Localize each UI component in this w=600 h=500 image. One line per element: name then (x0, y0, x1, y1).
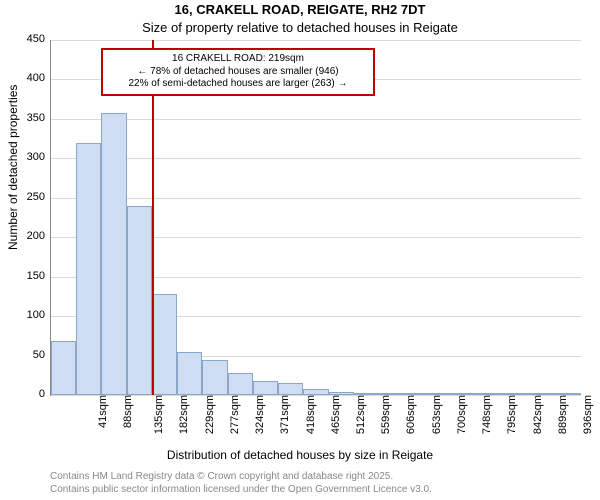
histogram-bar (202, 360, 227, 396)
x-tick-label: 748sqm (477, 395, 493, 434)
histogram-bar (51, 341, 76, 395)
annotation-line: 16 CRAKELL ROAD: 219sqm (109, 53, 367, 66)
histogram-bar (101, 113, 126, 395)
x-tick-label: 653sqm (427, 395, 443, 434)
histogram-bar (177, 352, 202, 395)
x-axis-label: Distribution of detached houses by size … (0, 448, 600, 462)
histogram-bar (455, 393, 480, 395)
attribution-line: Contains HM Land Registry data © Crown c… (50, 471, 590, 484)
histogram-bar (303, 389, 328, 395)
histogram-bar (379, 393, 404, 395)
histogram-bar (253, 381, 278, 395)
x-tick-label: 700sqm (452, 395, 468, 434)
x-tick-label: 465sqm (326, 395, 342, 434)
y-tick-label: 150 (27, 270, 51, 282)
x-tick-label: 559sqm (376, 395, 392, 434)
annotation-line: 22% of semi-detached houses are larger (… (109, 78, 367, 91)
gridline-horizontal (51, 40, 581, 41)
y-tick-label: 50 (33, 349, 51, 361)
y-tick-label: 450 (27, 33, 51, 45)
histogram-bar (531, 393, 556, 395)
x-tick-label: 936sqm (578, 395, 594, 434)
x-tick-label: 229sqm (200, 395, 216, 434)
histogram-bar (480, 393, 505, 395)
y-tick-label: 350 (27, 112, 51, 124)
y-tick-label: 250 (27, 191, 51, 203)
y-tick-label: 0 (39, 388, 51, 400)
histogram-bar (228, 373, 253, 395)
x-tick-label: 324sqm (250, 395, 266, 434)
gridline-horizontal (51, 119, 581, 120)
x-tick-label: 41sqm (93, 395, 109, 428)
y-tick-label: 400 (27, 72, 51, 84)
x-tick-label: 135sqm (149, 395, 165, 434)
histogram-bar (556, 393, 581, 395)
histogram-bar (505, 393, 530, 395)
histogram-bar (404, 393, 429, 395)
property-annotation-box: 16 CRAKELL ROAD: 219sqm← 78% of detached… (101, 48, 375, 96)
attribution-text: Contains HM Land Registry data © Crown c… (50, 471, 590, 496)
histogram-bar (430, 393, 455, 395)
attribution-line: Contains public sector information licen… (50, 484, 590, 497)
x-tick-label: 606sqm (402, 395, 418, 434)
x-tick-label: 182sqm (174, 395, 190, 434)
y-axis-label: Number of detached properties (6, 85, 20, 250)
chart-subtitle: Size of property relative to detached ho… (0, 20, 600, 35)
x-tick-label: 795sqm (503, 395, 519, 434)
histogram-bar (76, 143, 101, 395)
x-tick-label: 512sqm (351, 395, 367, 434)
x-tick-label: 88sqm (118, 395, 134, 428)
x-tick-label: 277sqm (225, 395, 241, 434)
plot-area: 05010015020025030035040045041sqm88sqm135… (50, 40, 581, 396)
histogram-bar (278, 383, 303, 395)
histogram-bar (354, 393, 379, 395)
x-tick-label: 842sqm (528, 395, 544, 434)
gridline-horizontal (51, 158, 581, 159)
chart-title: 16, CRAKELL ROAD, REIGATE, RH2 7DT (0, 2, 600, 17)
x-tick-label: 371sqm (275, 395, 291, 434)
y-tick-label: 200 (27, 230, 51, 242)
histogram-bar (127, 206, 152, 395)
chart-container: 16, CRAKELL ROAD, REIGATE, RH2 7DT Size … (0, 0, 600, 500)
x-tick-label: 418sqm (301, 395, 317, 434)
histogram-bar (152, 294, 177, 395)
annotation-line: ← 78% of detached houses are smaller (94… (109, 66, 367, 79)
histogram-bar (329, 392, 354, 395)
gridline-horizontal (51, 198, 581, 199)
y-tick-label: 100 (27, 309, 51, 321)
y-tick-label: 300 (27, 151, 51, 163)
x-tick-label: 889sqm (553, 395, 569, 434)
